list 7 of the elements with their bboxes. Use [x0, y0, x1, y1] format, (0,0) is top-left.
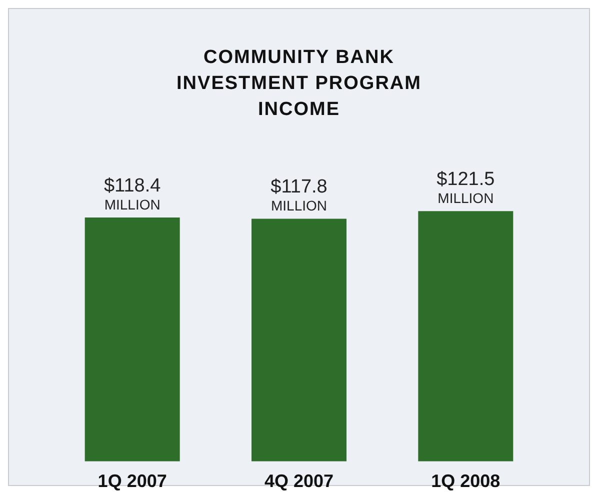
x-tick-label: 1Q 2008: [431, 471, 500, 492]
data-label: $117.8 MILLION: [270, 176, 328, 214]
chart-title: COMMUNITY BANK INVESTMENT PROGRAM INCOME: [176, 46, 422, 122]
x-tick-label: 1Q 2007: [98, 471, 167, 492]
x-tick-label: 4Q 2007: [264, 471, 334, 492]
data-label: $121.5 MILLION: [436, 169, 495, 206]
data-label: $118.4 MILLION: [104, 175, 162, 212]
